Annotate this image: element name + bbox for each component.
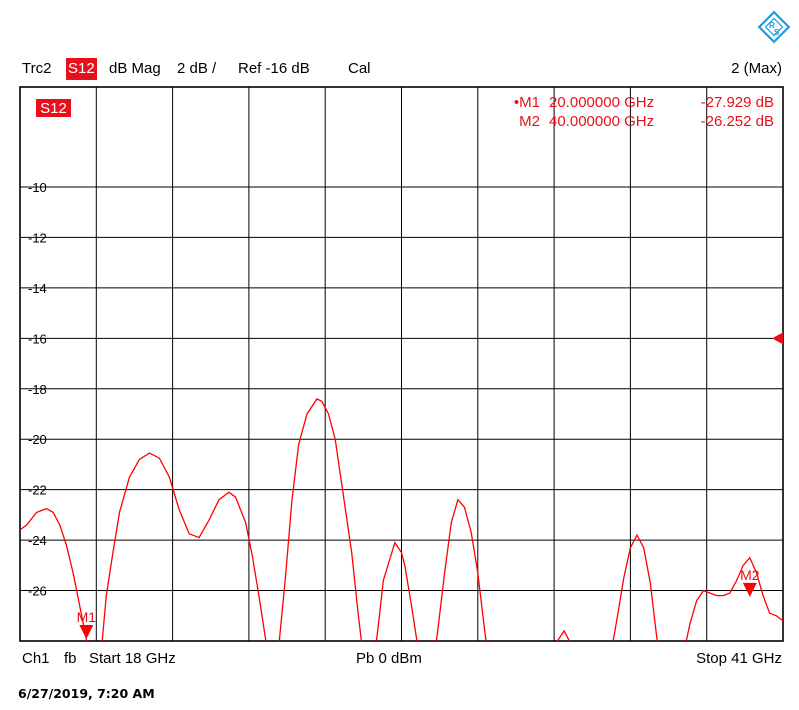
rohde-schwarz-logo: R S (757, 10, 791, 44)
marker-symbols: M1 M2 (77, 567, 760, 639)
svg-text:S: S (774, 28, 780, 37)
y-tick-label-text: -18 (28, 382, 47, 397)
reference-level-arrow[interactable] (772, 332, 783, 345)
y-tick-label: -12 (28, 230, 47, 245)
y-tick-label-text: -24 (28, 533, 47, 548)
marker-info-value: -27.929 dB (701, 94, 774, 111)
trace-name[interactable]: Trc2 (22, 60, 52, 77)
y-tick-labels: -10 -12 -14 -16 -18 -20 -22 -24 -26 (28, 180, 47, 599)
calibration-status: Cal (348, 60, 371, 77)
y-tick-label: -16 (28, 331, 47, 346)
trace-label-background (36, 99, 71, 117)
marker-info-name: M2 (519, 113, 540, 130)
timestamp: 6/27/2019, 7:20 AM (18, 686, 155, 701)
y-tick-label: -18 (28, 382, 47, 397)
trace-label: S12 (40, 100, 67, 117)
sweep-type: fb (64, 650, 77, 667)
y-tick-label: -10 (28, 180, 47, 195)
marker-info-frequency: 40.000000 GHz (549, 113, 654, 130)
y-tick-label-text: -20 (28, 432, 47, 447)
stop-frequency[interactable]: Stop 41 GHz (696, 650, 782, 667)
channel-name[interactable]: Ch1 (22, 650, 50, 667)
y-tick-label: -24 (28, 533, 47, 548)
s12-trace-line (20, 398, 783, 641)
diagram-max-label: 2 (Max) (731, 60, 782, 77)
y-tick-label-text: -16 (28, 331, 47, 346)
marker-m2-triangle (742, 582, 757, 597)
marker-m1-label: M1 (77, 609, 97, 625)
trace-reference[interactable]: Ref -16 dB (238, 60, 310, 77)
y-tick-label: -26 (28, 584, 47, 599)
svg-text:R: R (769, 21, 775, 30)
trace-format[interactable]: dB Mag (109, 60, 161, 77)
trace-parameter-badge[interactable]: S12 (66, 58, 97, 80)
y-tick-label-text: -22 (28, 483, 47, 498)
y-tick-label: -22 (28, 483, 47, 498)
marker-info-frequency: 20.000000 GHz (549, 94, 654, 111)
y-tick-label: -20 (28, 432, 47, 447)
y-tick-label: -14 (28, 281, 47, 296)
marker-info-name: •M1 (514, 94, 540, 111)
marker-info-table: •M1 20.000000 GHz -27.929 dB M2 40.000000 GH… (514, 94, 774, 130)
marker-m1-triangle (79, 625, 94, 639)
trace-label-box: S12 (36, 99, 71, 117)
trace-diagram[interactable]: -10 -12 -14 -16 -18 -20 -22 -24 -26 S12 •M1 20.00… (0, 0, 799, 648)
trace-scale[interactable]: 2 dB / (177, 60, 217, 77)
y-tick-label-text: -26 (28, 584, 47, 599)
start-frequency[interactable]: Start 18 GHz (89, 650, 176, 667)
source-power[interactable]: Pb 0 dBm (356, 650, 422, 667)
y-tick-label-text: -14 (28, 281, 47, 296)
marker-info-value: -26.252 dB (701, 113, 774, 130)
trace-header: Trc2 S12 dB Mag 2 dB / Ref -16 dB Cal 2 … (22, 58, 785, 80)
y-tick-label-text: -12 (28, 230, 47, 245)
channel-footer: Ch1 fb Start 18 GHz Pb 0 dBm Stop 41 GHz (22, 648, 785, 670)
marker-m2-label: M2 (740, 567, 760, 583)
y-tick-label-text: -10 (28, 180, 47, 195)
